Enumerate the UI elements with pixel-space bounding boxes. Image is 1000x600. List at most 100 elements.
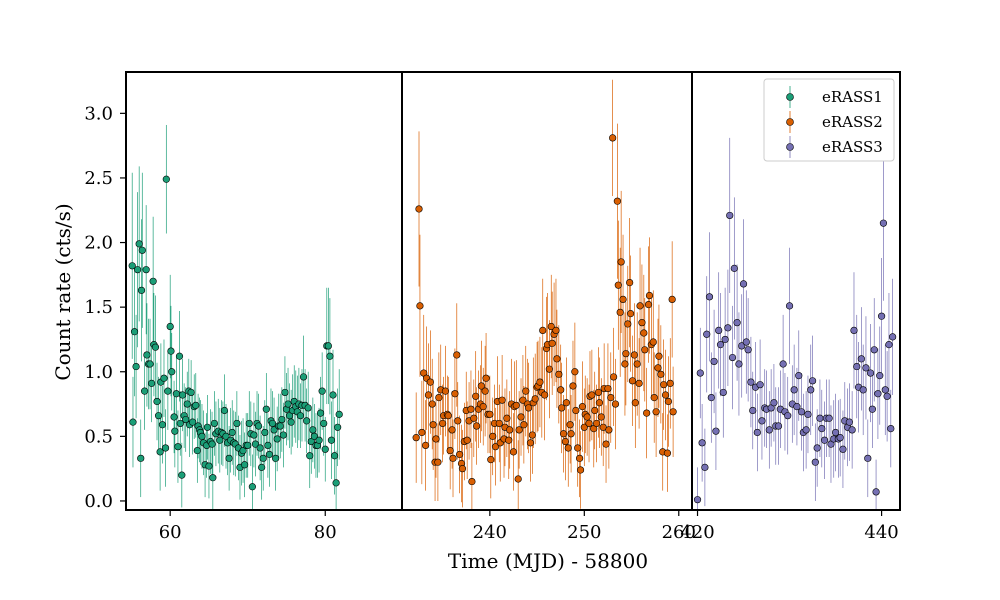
data-point-erass2 xyxy=(588,391,596,399)
data-point-erass2 xyxy=(479,403,487,411)
data-point-erass1 xyxy=(272,454,280,462)
data-point-erass2 xyxy=(449,454,457,462)
data-point-erass2 xyxy=(432,435,440,443)
data-point-erass1 xyxy=(141,387,149,395)
y-tick-label: 1.5 xyxy=(84,297,113,318)
data-point-erass3 xyxy=(866,369,875,377)
data-point-erass2 xyxy=(585,419,593,428)
data-point-erass3 xyxy=(859,386,867,394)
data-point-erass2 xyxy=(456,450,464,459)
data-point-erass1 xyxy=(309,426,317,434)
data-point-erass1 xyxy=(270,426,278,434)
data-point-erass2 xyxy=(482,374,490,382)
data-point-erass2 xyxy=(439,419,447,428)
data-point-erass1 xyxy=(172,390,180,398)
data-point-erass2 xyxy=(514,475,522,483)
data-point-erass2 xyxy=(597,413,605,421)
data-point-erass3 xyxy=(715,326,723,335)
data-point-erass1 xyxy=(132,362,140,371)
data-point-erass2 xyxy=(649,338,657,346)
x-tick-label: 60 xyxy=(159,522,182,543)
data-point-erass1 xyxy=(153,397,161,406)
data-point-erass2 xyxy=(498,396,506,404)
data-point-erass3 xyxy=(784,412,792,420)
data-point-erass1 xyxy=(303,417,311,425)
data-point-erass3 xyxy=(696,369,704,377)
data-point-erass2 xyxy=(481,387,489,395)
data-point-erass3 xyxy=(724,324,732,332)
data-point-erass1 xyxy=(244,441,252,449)
data-point-erass1 xyxy=(316,409,325,417)
data-point-erass2 xyxy=(467,405,475,413)
data-point-erass2 xyxy=(621,360,629,368)
data-point-erass3 xyxy=(733,319,741,327)
data-point-erass1 xyxy=(151,343,160,351)
data-point-erass3 xyxy=(876,372,884,380)
data-point-erass1 xyxy=(216,436,224,444)
data-point-erass2 xyxy=(613,197,621,205)
data-point-erass2 xyxy=(576,466,585,474)
legend-label: eRASS2 xyxy=(822,113,883,131)
data-point-erass1 xyxy=(192,401,200,409)
panel-erass1 xyxy=(125,71,403,511)
data-point-erass1 xyxy=(160,374,168,382)
data-point-erass1 xyxy=(321,445,329,453)
data-point-erass3 xyxy=(848,426,856,434)
data-point-erass2 xyxy=(566,421,574,429)
data-point-erass2 xyxy=(505,436,513,444)
legend-marker xyxy=(786,143,794,151)
data-point-erass1 xyxy=(304,404,312,412)
data-point-erass1 xyxy=(220,406,229,415)
data-point-erass3 xyxy=(853,362,861,371)
data-point-erass1 xyxy=(332,479,340,487)
data-point-erass1 xyxy=(245,419,253,428)
data-point-erass1 xyxy=(248,483,256,491)
data-point-erass2 xyxy=(451,390,459,398)
data-point-erass3 xyxy=(710,357,718,366)
data-point-erass2 xyxy=(609,373,618,381)
x-tick-label: 250 xyxy=(567,522,601,543)
data-point-erass2 xyxy=(519,396,527,404)
data-point-erass2 xyxy=(495,419,503,428)
data-point-erass3 xyxy=(738,342,746,350)
data-point-erass2 xyxy=(522,387,530,395)
data-point-erass2 xyxy=(650,393,658,402)
data-point-erass1 xyxy=(208,440,216,448)
data-point-erass2 xyxy=(661,391,670,399)
data-point-erass2 xyxy=(631,399,639,407)
legend-entry-erass1: eRASS1 xyxy=(786,86,883,108)
data-point-erass2 xyxy=(654,364,662,372)
data-point-erass3 xyxy=(744,346,752,354)
data-point-erass1 xyxy=(324,342,332,350)
data-point-erass1 xyxy=(128,262,136,270)
data-point-erass2 xyxy=(429,421,437,429)
data-point-erass2 xyxy=(458,465,467,473)
data-point-erass2 xyxy=(517,413,525,421)
data-point-erass2 xyxy=(583,413,591,421)
panel-erass3 xyxy=(691,71,901,511)
data-point-erass3 xyxy=(716,341,725,349)
data-point-erass3 xyxy=(756,381,764,389)
data-point-erass2 xyxy=(575,454,584,462)
data-point-erass2 xyxy=(473,422,481,430)
data-point-erass3 xyxy=(877,312,886,320)
data-point-erass2 xyxy=(552,326,560,335)
data-point-erass1 xyxy=(278,415,286,424)
data-point-erass2 xyxy=(635,379,643,387)
data-point-erass1 xyxy=(281,388,289,397)
data-point-erass2 xyxy=(515,426,523,434)
data-point-erass1 xyxy=(256,444,264,452)
data-point-erass2 xyxy=(412,434,420,442)
data-point-erass2 xyxy=(422,441,430,449)
data-point-erass1 xyxy=(299,373,308,381)
data-point-erass1 xyxy=(239,446,247,455)
data-point-erass2 xyxy=(617,258,625,266)
data-point-erass3 xyxy=(779,360,787,368)
legend-entry-erass2: eRASS2 xyxy=(786,111,883,133)
y-tick-label: 3.0 xyxy=(84,103,113,124)
data-point-erass3 xyxy=(811,458,819,466)
data-point-erass3 xyxy=(719,388,727,397)
data-point-erass2 xyxy=(472,392,480,400)
data-point-erass3 xyxy=(735,360,743,368)
data-point-erass3 xyxy=(802,426,810,434)
